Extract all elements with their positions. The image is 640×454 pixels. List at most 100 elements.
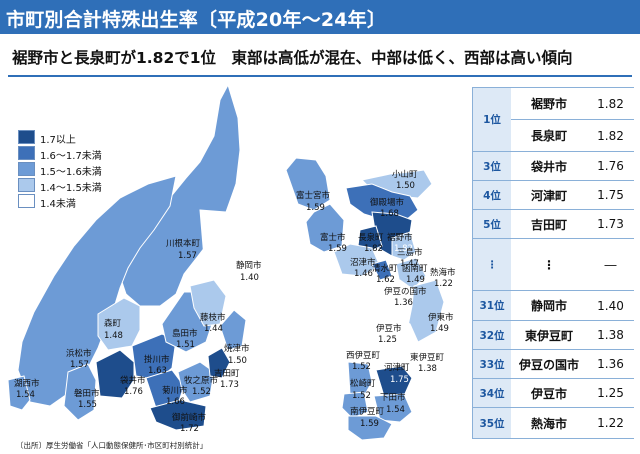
ranking-rank: 35位 — [473, 408, 511, 438]
map-label-name: 浜松市 — [66, 348, 92, 359]
map-label-name: 森町 — [104, 318, 122, 329]
region-nishiizu — [347, 361, 373, 397]
region-kawanehon — [117, 83, 241, 307]
map-label-name: 清水町 — [372, 263, 398, 274]
region-mishima — [391, 231, 417, 261]
map-label-value: 1.76 — [124, 387, 143, 397]
map-label-name: 函南町 — [402, 263, 428, 274]
map-label-name: 下田市 — [380, 392, 406, 403]
ranking-municipality: 静岡市 — [511, 291, 587, 321]
ranking-value: 1.82 — [587, 120, 634, 152]
map-label-value: 1.51 — [176, 340, 195, 350]
ranking-rank: 5位 — [473, 210, 511, 239]
map-label-value: 1.57 — [70, 360, 89, 370]
map-label-name: 小山町 — [392, 169, 418, 180]
map-labels: 川根本町 1.57 静岡市 1.40 富士宮市 1.59 小山町 1.50 御殿… — [14, 169, 456, 434]
map-label-value: 1.59 — [328, 244, 347, 254]
map-label-name: 焼津市 — [224, 343, 250, 354]
map-label-value: 1.75 — [390, 375, 409, 385]
map-label-value: 1.55 — [78, 400, 97, 410]
map-label-name: 富士市 — [320, 232, 346, 243]
map-label-value: 1.44 — [204, 324, 223, 334]
map-label-value: 1.54 — [386, 405, 405, 415]
ranking-municipality: 長泉町 — [511, 120, 587, 152]
ranking-value: 1.40 — [587, 291, 634, 321]
legend-swatch — [18, 162, 35, 176]
map-label-name: 牧之原市 — [184, 375, 219, 386]
region-minamiizu — [347, 415, 393, 441]
legend-swatch — [18, 194, 35, 208]
legend-label: 1.4～1.5未満 — [40, 183, 102, 194]
ranking-value: 1.22 — [587, 408, 634, 438]
region-yoshida — [207, 347, 231, 379]
region-makinohara — [177, 361, 215, 403]
map-label-name: 湖西市 — [14, 378, 40, 389]
map-label-value: 1.62 — [376, 275, 395, 285]
map-label-name: 東伊豆町 — [410, 352, 445, 363]
map-label-name: 河津町 — [384, 362, 410, 373]
region-kakegawa — [131, 333, 177, 381]
region-mori — [97, 297, 141, 351]
map-label-name: 沼津市 — [350, 257, 376, 268]
region-fukuroi — [95, 349, 135, 399]
region-iwata — [63, 363, 97, 421]
region-kawazu — [375, 365, 413, 397]
map-label-name: 島田市 — [172, 328, 198, 339]
legend-label: 1.6～1.7未満 — [40, 151, 102, 162]
ranking-value: ― — [587, 239, 634, 291]
map-label-value: 1.54 — [16, 390, 35, 400]
map-label-value: 1.59 — [306, 203, 325, 213]
region-kikugawa — [145, 369, 185, 409]
ranking-rank: 33位 — [473, 350, 511, 379]
legend-label: 1.5～1.6未満 — [40, 167, 102, 178]
page-subtitle: 裾野市と長泉町が1.82で1位 東部は高低が混在、中部は低く、西部は高い傾向 — [12, 49, 573, 67]
ranking-rank: 31位 — [473, 291, 511, 321]
map-label-value: 1.22 — [434, 279, 453, 289]
ranking-rank: 4位 — [473, 181, 511, 210]
map-label-value: 1.68 — [380, 209, 399, 219]
title-bar: 市町別合計特殊出生率〔平成20年～24年〕 — [0, 0, 640, 34]
region-izu — [353, 309, 419, 371]
map-label-name: 伊東市 — [428, 312, 454, 323]
map-label-value: 1.49 — [406, 275, 425, 285]
map-label-name: 磐田市 — [74, 388, 100, 399]
page-title: 市町別合計特殊出生率〔平成20年～24年〕 — [6, 9, 387, 31]
region-nagaizumi — [357, 225, 383, 253]
map-label-value: 1.40 — [240, 273, 259, 283]
ranking-municipality: 袋井市 — [511, 152, 587, 181]
map-label-name: 吉田町 — [214, 369, 240, 379]
region-izunokuni — [373, 279, 415, 315]
legend-swatch — [18, 146, 35, 160]
map-label-value: 1.82 — [364, 244, 383, 254]
map-label-value: 1.38 — [418, 364, 437, 374]
ranking-value: 1.73 — [587, 210, 634, 239]
region-omaezaki — [149, 399, 207, 431]
legend-label: 1.7以上 — [40, 135, 76, 146]
ranking-rank: ⋮ — [473, 239, 511, 291]
source-note: 〔出所〕厚生労働省「人口動態保健所･市区町村別統計」 — [16, 441, 208, 450]
map-label-name: 三島市 — [397, 247, 423, 258]
region-matsuzaki — [341, 391, 369, 419]
region-kosai — [7, 375, 31, 411]
map-label-value: 1.72 — [180, 424, 199, 434]
region-fuji — [305, 203, 345, 253]
ranking-municipality: 吉田町 — [511, 210, 587, 239]
map-label-name: 御殿場市 — [370, 197, 405, 208]
ranking-municipality: 伊豆の国市 — [511, 350, 587, 379]
map-label-value: 1.73 — [220, 380, 239, 390]
region-ito — [407, 279, 445, 343]
region-atami — [423, 251, 447, 281]
map-label-name: 菊川市 — [162, 385, 188, 396]
map-label-value: 1.57 — [178, 251, 197, 261]
map-label-value: 1.59 — [360, 419, 379, 429]
ranking-value: 1.38 — [587, 321, 634, 350]
map-label-value: 1.48 — [104, 331, 123, 341]
ranking-value: 1.82 — [587, 88, 634, 120]
ranking-rank: 1位 — [473, 88, 511, 152]
ranking-municipality: ⋮ — [511, 239, 587, 291]
map-label-name: 南伊豆町 — [350, 406, 385, 417]
map-label-name: 長泉町 — [358, 232, 384, 243]
ranking-municipality: 熱海市 — [511, 408, 587, 438]
region-gotemba — [345, 183, 419, 221]
region-shimizu — [371, 259, 393, 281]
